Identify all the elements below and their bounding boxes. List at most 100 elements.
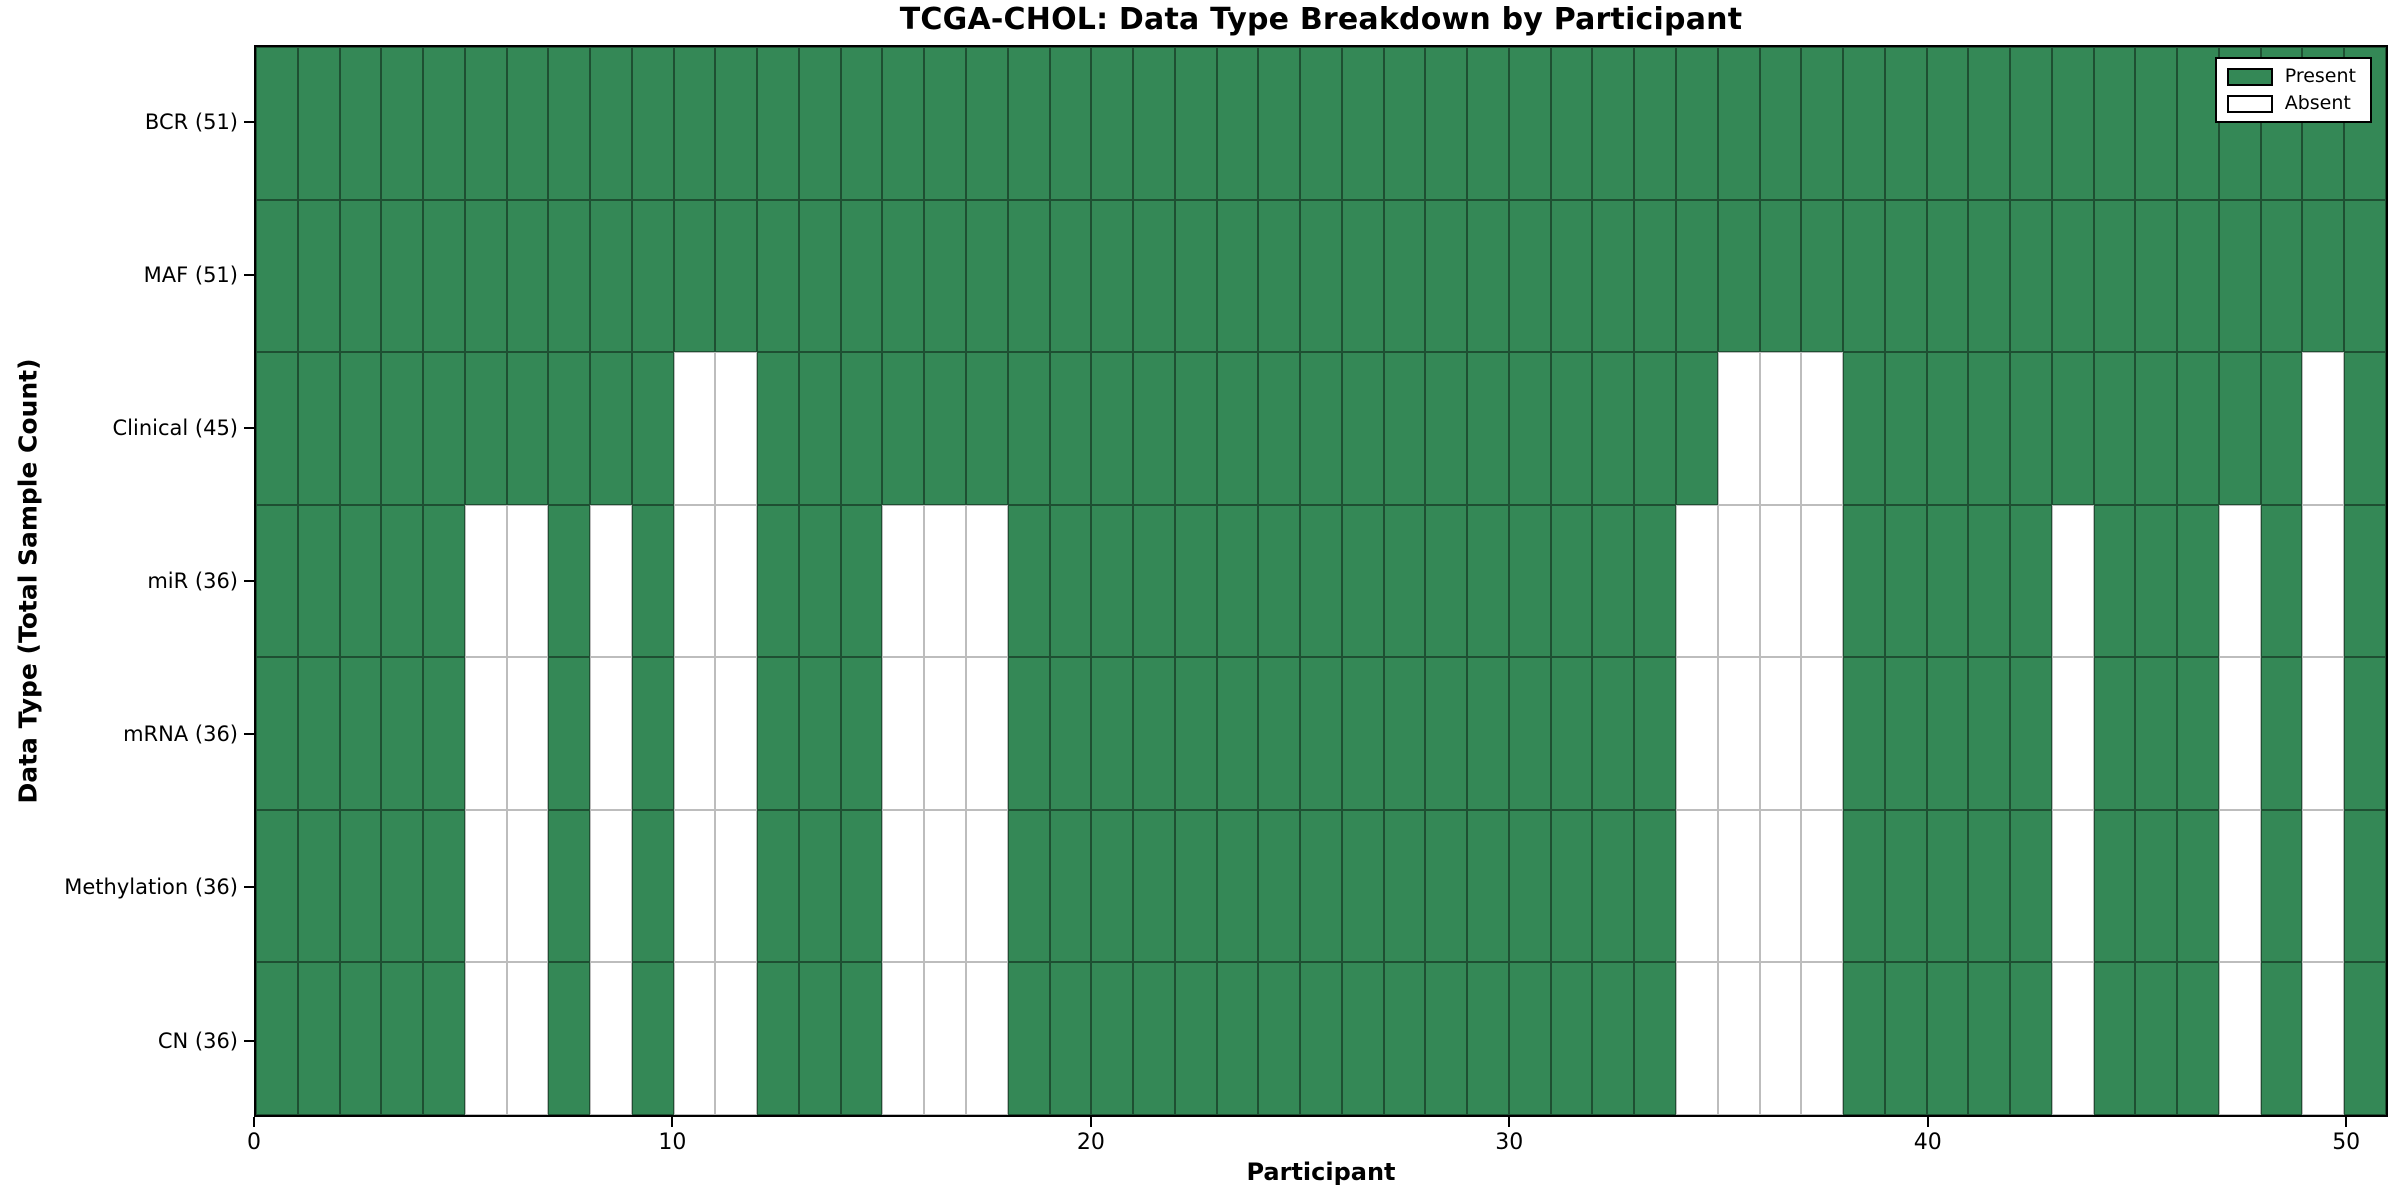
heatmap-cell xyxy=(1091,504,1134,658)
heatmap-cell xyxy=(1759,962,1802,1115)
heatmap-cell xyxy=(1174,504,1217,658)
heatmap-cell xyxy=(2260,962,2303,1115)
heatmap-cell xyxy=(590,199,632,353)
heatmap-cell xyxy=(2135,352,2178,505)
heatmap-cell xyxy=(1049,47,1092,200)
heatmap-cell xyxy=(924,809,966,963)
y-tick-mark xyxy=(244,886,254,889)
heatmap-cell xyxy=(1467,504,1509,658)
heatmap-cell xyxy=(381,199,424,353)
heatmap-cell xyxy=(757,962,799,1115)
heatmap-cell xyxy=(882,504,925,658)
heatmap-cell xyxy=(464,809,507,963)
heatmap-cell xyxy=(1926,199,1969,353)
heatmap-cell xyxy=(464,504,507,658)
heatmap-cell xyxy=(1675,47,1718,200)
y-tick-mark xyxy=(244,120,254,123)
heatmap-cell xyxy=(1717,809,1760,963)
heatmap-cell xyxy=(1717,657,1760,810)
heatmap-cell xyxy=(1550,962,1593,1115)
heatmap-cell xyxy=(1884,47,1927,200)
legend-item-present: Present xyxy=(2226,65,2356,87)
heatmap-cell xyxy=(1843,809,1885,963)
heatmap-cell xyxy=(965,809,1008,963)
heatmap-cell xyxy=(1007,504,1050,658)
heatmap-cell xyxy=(631,657,674,810)
heatmap-cell xyxy=(1383,352,1426,505)
heatmap-cell xyxy=(339,962,382,1115)
heatmap-cell xyxy=(2010,657,2052,810)
heatmap-cell xyxy=(1759,809,1802,963)
heatmap-cell xyxy=(1759,352,1802,505)
heatmap-cell xyxy=(2010,47,2052,200)
heatmap-cell xyxy=(1300,47,1342,200)
heatmap-cell xyxy=(882,657,925,810)
legend-label-present: Present xyxy=(2284,65,2356,87)
heatmap-cell xyxy=(2302,657,2345,810)
heatmap-cell xyxy=(381,962,424,1115)
heatmap-cell xyxy=(965,962,1008,1115)
heatmap-cell xyxy=(1341,352,1384,505)
plot-area: Present Absent xyxy=(254,45,2388,1117)
heatmap-cell xyxy=(2177,962,2219,1115)
heatmap-cell xyxy=(2302,809,2345,963)
heatmap-cell xyxy=(1801,47,1844,200)
heatmap-cell xyxy=(1968,657,2011,810)
heatmap-cell xyxy=(548,809,591,963)
heatmap-cell xyxy=(548,962,591,1115)
heatmap-cell xyxy=(297,47,340,200)
heatmap-cell xyxy=(1341,809,1384,963)
heatmap-cell xyxy=(1801,352,1844,505)
heatmap-cell xyxy=(715,352,758,505)
heatmap-cell xyxy=(840,504,883,658)
heatmap-cell xyxy=(965,504,1008,658)
heatmap-cell xyxy=(631,199,674,353)
heatmap-cell xyxy=(1300,809,1342,963)
heatmap-cell xyxy=(2051,657,2094,810)
heatmap-cell xyxy=(924,47,966,200)
x-tick-mark xyxy=(2345,1117,2348,1127)
heatmap-cell xyxy=(1634,809,1676,963)
heatmap-cell xyxy=(1675,657,1718,810)
heatmap-cell xyxy=(1759,47,1802,200)
heatmap-cell xyxy=(1216,962,1259,1115)
heatmap-cell xyxy=(1592,47,1635,200)
heatmap-cell xyxy=(1801,809,1844,963)
heatmap-cell xyxy=(1926,352,1969,505)
heatmap-cell xyxy=(1425,47,1468,200)
heatmap-cell xyxy=(256,504,298,658)
heatmap-cell xyxy=(256,809,298,963)
heatmap-cell xyxy=(1508,352,1551,505)
heatmap-cell xyxy=(840,352,883,505)
heatmap-cell xyxy=(1341,199,1384,353)
heatmap-cell xyxy=(2051,504,2094,658)
heatmap-cell xyxy=(2260,352,2303,505)
heatmap-cell xyxy=(1968,809,2011,963)
heatmap-cell xyxy=(1508,199,1551,353)
heatmap-cell xyxy=(1258,809,1301,963)
heatmap-cell xyxy=(1174,809,1217,963)
heatmap-cell xyxy=(1467,657,1509,810)
x-tick-label-20: 20 xyxy=(1076,1130,1105,1155)
heatmap-cell xyxy=(423,962,465,1115)
heatmap-cell xyxy=(2344,504,2386,658)
heatmap-cell xyxy=(1550,47,1593,200)
heatmap-cell xyxy=(506,809,549,963)
legend: Present Absent xyxy=(2214,57,2372,123)
heatmap-cell xyxy=(1717,352,1760,505)
heatmap-cell xyxy=(2010,962,2052,1115)
heatmap-cell xyxy=(673,657,716,810)
heatmap-cell xyxy=(1467,47,1509,200)
heatmap-cell xyxy=(1843,504,1885,658)
heatmap-cell xyxy=(1383,809,1426,963)
x-tick-mark xyxy=(1089,1117,1092,1127)
heatmap-cell xyxy=(631,962,674,1115)
heatmap-cell xyxy=(2177,199,2219,353)
heatmap-cell xyxy=(1968,352,2011,505)
heatmap-cell xyxy=(1843,47,1885,200)
heatmap-cell xyxy=(1341,962,1384,1115)
heatmap-cell xyxy=(2093,504,2136,658)
heatmap-cell xyxy=(339,352,382,505)
x-tick-label-0: 0 xyxy=(247,1130,261,1155)
heatmap-cell xyxy=(2135,962,2178,1115)
